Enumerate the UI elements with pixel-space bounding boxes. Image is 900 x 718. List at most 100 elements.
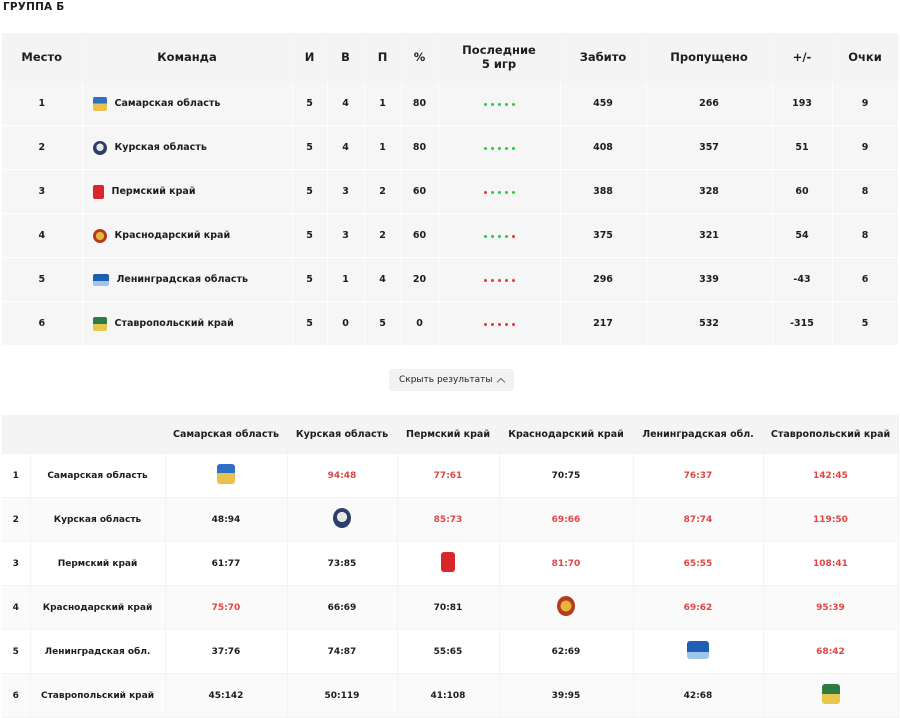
conceded-cell: 339 — [646, 257, 773, 302]
standings-header-8[interactable]: Пропущено — [646, 33, 773, 82]
hide-results-button[interactable]: Скрыть результаты — [389, 369, 515, 391]
place-cell: 5 — [2, 257, 83, 302]
score-cell: 65:55 — [633, 541, 764, 586]
last5-dots — [483, 235, 515, 238]
results-row: 2 Курская область 48:94 85:73 69:66 87:74 119:… — [2, 497, 899, 542]
results-header-5: Краснодарский край — [499, 415, 634, 454]
standings-header-10[interactable]: Очки — [832, 33, 899, 82]
diff-cell: 51 — [772, 125, 833, 170]
standings-header-6[interactable]: Последние 5 игр — [438, 33, 561, 82]
team-name[interactable]: Курская область — [114, 142, 207, 153]
team-cell[interactable]: Краснодарский край — [82, 213, 293, 258]
team-name[interactable]: Краснодарский край — [114, 230, 231, 241]
standings-header-0[interactable]: Место — [2, 33, 83, 82]
team-name[interactable]: Самарская область — [114, 98, 221, 109]
results-row: 5 Ленинградская обл. 37:76 74:87 55:65 62:69 6… — [2, 629, 899, 674]
last5-dots — [483, 103, 515, 106]
games-cell: 5 — [292, 125, 328, 170]
score-cell — [165, 453, 288, 498]
score-cell: 48:94 — [165, 497, 288, 542]
team-name[interactable]: Ленинградская область — [116, 274, 249, 285]
standings-header-4[interactable]: П — [364, 33, 402, 82]
standings-row[interactable]: 6 Ставропольский край 5 0 5 0 217 532 -315 5 — [2, 301, 899, 346]
results-place-cell: 3 — [2, 541, 31, 586]
team-name[interactable]: Ставропольский край — [114, 318, 234, 329]
wins-cell: 1 — [327, 257, 365, 302]
team-cell[interactable]: Ленинградская область — [82, 257, 293, 302]
kursk-emblem-icon — [92, 140, 107, 155]
samara-emblem-icon — [217, 464, 235, 484]
team-cell[interactable]: Самарская область — [82, 81, 293, 126]
wins-cell: 0 — [327, 301, 365, 346]
standings-row[interactable]: 4 Краснодарский край 5 3 2 60 375 321 54 8 — [2, 213, 899, 258]
results-team-cell[interactable]: Пермский край — [30, 541, 166, 586]
team-cell[interactable]: Ставропольский край — [82, 301, 293, 346]
score-cell: 75:70 — [165, 585, 288, 630]
results-place-cell: 2 — [2, 497, 31, 542]
results-team-cell[interactable]: Краснодарский край — [30, 585, 166, 630]
last5-dots — [483, 191, 515, 194]
team-wrap: Ленинградская область — [83, 273, 292, 286]
win-dot-icon — [504, 191, 508, 194]
results-place-cell: 1 — [2, 453, 31, 498]
team-wrap: Ставропольский край — [83, 316, 292, 331]
standings-row[interactable]: 3 Пермский край 5 3 2 60 388 328 60 8 — [2, 169, 899, 214]
standings-row[interactable]: 1 Самарская область 5 4 1 80 459 266 193 9 — [2, 81, 899, 126]
results-header-0 — [2, 415, 31, 454]
team-cell[interactable]: Пермский край — [82, 169, 293, 214]
score-cell: 81:70 — [499, 541, 634, 586]
points-cell: 6 — [832, 257, 899, 302]
score-cell: 70:75 — [499, 453, 634, 498]
score-cell — [499, 585, 634, 630]
win-dot-icon — [504, 103, 508, 106]
standings-header-7[interactable]: Забито — [560, 33, 647, 82]
score-cell: 142:45 — [763, 453, 899, 498]
diff-cell: 193 — [772, 81, 833, 126]
conceded-cell: 266 — [646, 81, 773, 126]
results-team-cell[interactable]: Ленинградская обл. — [30, 629, 166, 674]
score-cell — [397, 541, 500, 586]
leningrad-emblem-icon — [687, 641, 709, 659]
team-name[interactable]: Пермский край — [111, 186, 196, 197]
win-dot-icon — [497, 235, 501, 238]
wins-cell: 3 — [327, 169, 365, 214]
win-dot-icon — [497, 191, 501, 194]
games-cell: 5 — [292, 301, 328, 346]
win-dot-icon — [483, 103, 487, 106]
losses-cell: 2 — [364, 213, 402, 258]
results-team-cell[interactable]: Ставропольский край — [30, 673, 166, 718]
loss-dot-icon — [490, 279, 494, 282]
results-header-7: Ставропольский край — [763, 415, 899, 454]
losses-cell: 4 — [364, 257, 402, 302]
standings-row[interactable]: 2 Курская область 5 4 1 80 408 357 51 9 — [2, 125, 899, 170]
standings-header-2[interactable]: И — [292, 33, 328, 82]
score-cell: 69:66 — [499, 497, 634, 542]
win-dot-icon — [483, 235, 487, 238]
standings-header-5[interactable]: % — [401, 33, 439, 82]
place-cell: 2 — [2, 125, 83, 170]
games-cell: 5 — [292, 213, 328, 258]
scored-cell: 388 — [560, 169, 647, 214]
standings-header-9[interactable]: +/- — [772, 33, 833, 82]
win-dot-icon — [490, 103, 494, 106]
score-cell: 66:69 — [287, 585, 398, 630]
team-cell[interactable]: Курская область — [82, 125, 293, 170]
team-wrap: Курская область — [83, 140, 292, 155]
scored-cell: 217 — [560, 301, 647, 346]
hide-results-label: Скрыть результаты — [399, 375, 493, 385]
team-wrap: Пермский край — [83, 184, 292, 199]
results-team-cell[interactable]: Курская область — [30, 497, 166, 542]
last5-cell — [438, 301, 561, 346]
win-dot-icon — [490, 235, 494, 238]
points-cell: 9 — [832, 81, 899, 126]
standings-header-3[interactable]: В — [327, 33, 365, 82]
results-team-cell[interactable]: Самарская область — [30, 453, 166, 498]
diff-cell: 54 — [772, 213, 833, 258]
standings-row[interactable]: 5 Ленинградская область 5 1 4 20 296 339 -43 6 — [2, 257, 899, 302]
win-dot-icon — [490, 191, 494, 194]
last5-dots — [483, 279, 515, 282]
leningrad-emblem-icon — [92, 273, 109, 286]
results-place-cell: 6 — [2, 673, 31, 718]
standings-header-1[interactable]: Команда — [82, 33, 293, 82]
team-wrap: Краснодарский край — [83, 228, 292, 243]
